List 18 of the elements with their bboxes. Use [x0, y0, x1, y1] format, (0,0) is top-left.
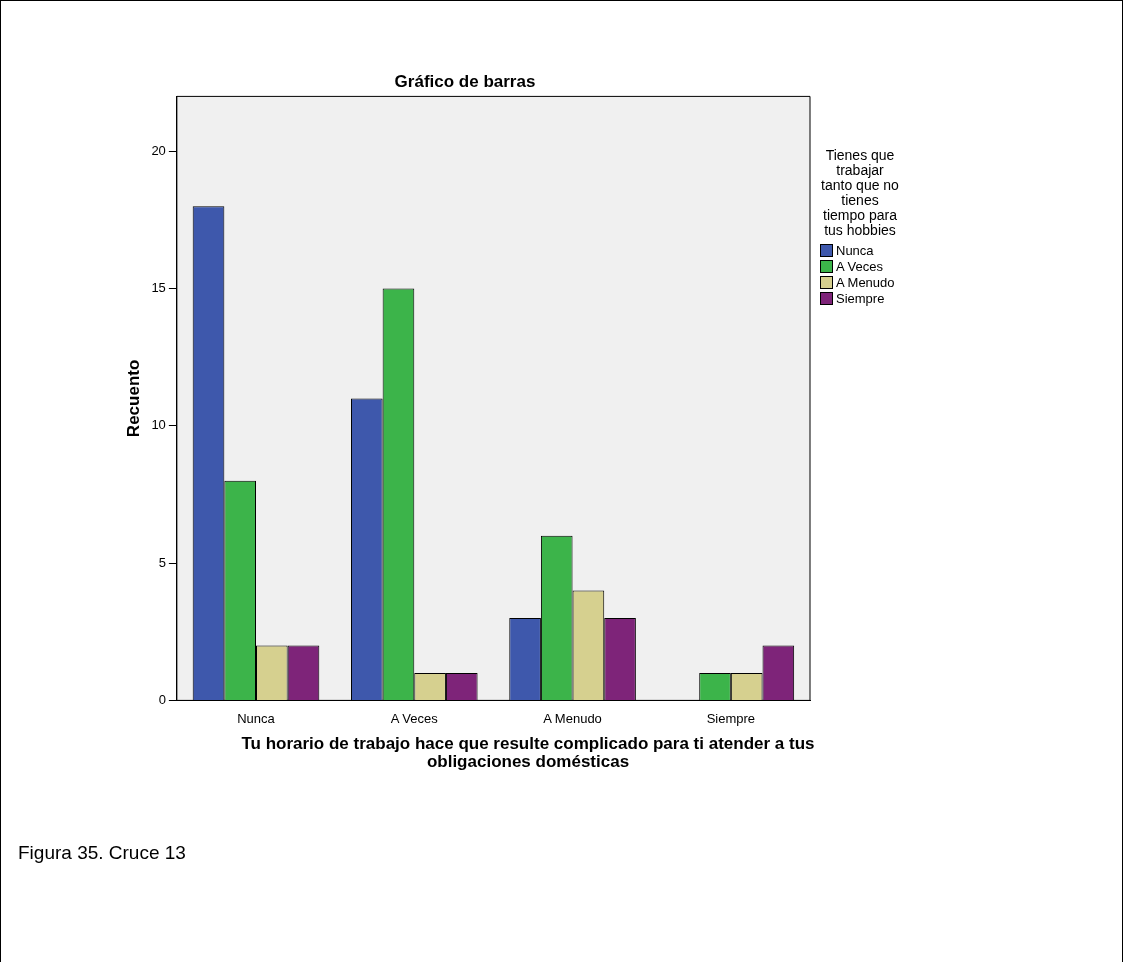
legend-title: Tienes que trabajar tanto que no tienes tiempo para tus hobbies: [820, 147, 900, 238]
text: Figura 35. Cruce 13: [18, 842, 186, 864]
legend-label: A Veces: [836, 258, 883, 274]
y-tick-label: 20: [151, 142, 166, 158]
legend-label: Nunca: [836, 242, 874, 258]
x-tick-label: A Menudo: [543, 710, 602, 726]
x-tick-label: A Veces: [390, 710, 439, 726]
y-tick-label: 15: [151, 280, 166, 296]
legend-label: A Menudo: [836, 274, 895, 290]
y-tick-label: 5: [158, 554, 166, 570]
chart-title: Gráfico de barras: [394, 71, 536, 91]
x-tick-label: Siempre: [706, 710, 756, 726]
y-axis-title: Recuento: [123, 359, 143, 438]
legend-label: Siempre: [836, 290, 885, 306]
x-axis-title: Tu horario de trabajo hace que resulte complicado para ti atender a tus obligaciones domésticas: [240, 734, 816, 771]
y-tick-label: 10: [151, 417, 166, 433]
y-tick-label: 0: [158, 691, 166, 707]
x-tick-label: Nunca: [237, 710, 276, 726]
